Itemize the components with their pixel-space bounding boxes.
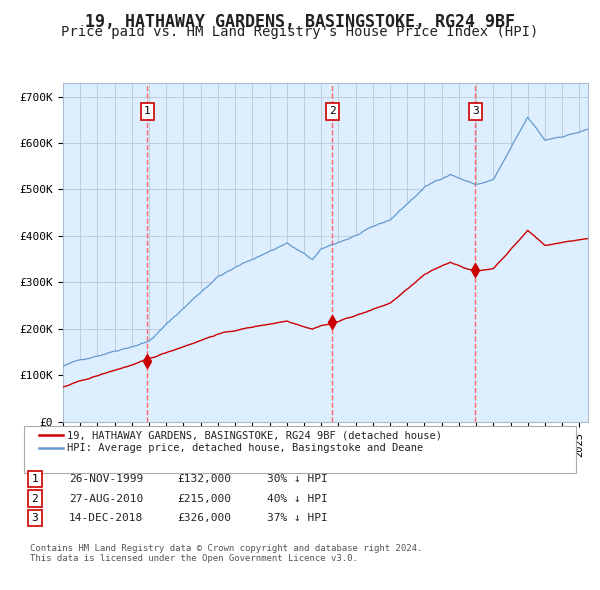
Text: 1: 1 xyxy=(144,106,151,116)
Text: 14-DEC-2018: 14-DEC-2018 xyxy=(69,513,143,523)
Text: 27-AUG-2010: 27-AUG-2010 xyxy=(69,494,143,503)
Text: £326,000: £326,000 xyxy=(177,513,231,523)
Text: Price paid vs. HM Land Registry's House Price Index (HPI): Price paid vs. HM Land Registry's House … xyxy=(61,25,539,40)
Text: 3: 3 xyxy=(31,513,38,523)
Text: 37% ↓ HPI: 37% ↓ HPI xyxy=(267,513,328,523)
Text: 26-NOV-1999: 26-NOV-1999 xyxy=(69,474,143,484)
Text: 30% ↓ HPI: 30% ↓ HPI xyxy=(267,474,328,484)
Text: Contains HM Land Registry data © Crown copyright and database right 2024.
This d: Contains HM Land Registry data © Crown c… xyxy=(30,544,422,563)
Text: 2: 2 xyxy=(31,494,38,503)
Text: 19, HATHAWAY GARDENS, BASINGSTOKE, RG24 9BF: 19, HATHAWAY GARDENS, BASINGSTOKE, RG24 … xyxy=(85,13,515,31)
Text: £132,000: £132,000 xyxy=(177,474,231,484)
Text: £215,000: £215,000 xyxy=(177,494,231,503)
Text: 1: 1 xyxy=(31,474,38,484)
Text: 40% ↓ HPI: 40% ↓ HPI xyxy=(267,494,328,503)
Text: 19, HATHAWAY GARDENS, BASINGSTOKE, RG24 9BF (detached house): 19, HATHAWAY GARDENS, BASINGSTOKE, RG24 … xyxy=(67,431,442,440)
Text: 3: 3 xyxy=(472,106,479,116)
Text: 2: 2 xyxy=(329,106,336,116)
Text: HPI: Average price, detached house, Basingstoke and Deane: HPI: Average price, detached house, Basi… xyxy=(67,444,424,453)
